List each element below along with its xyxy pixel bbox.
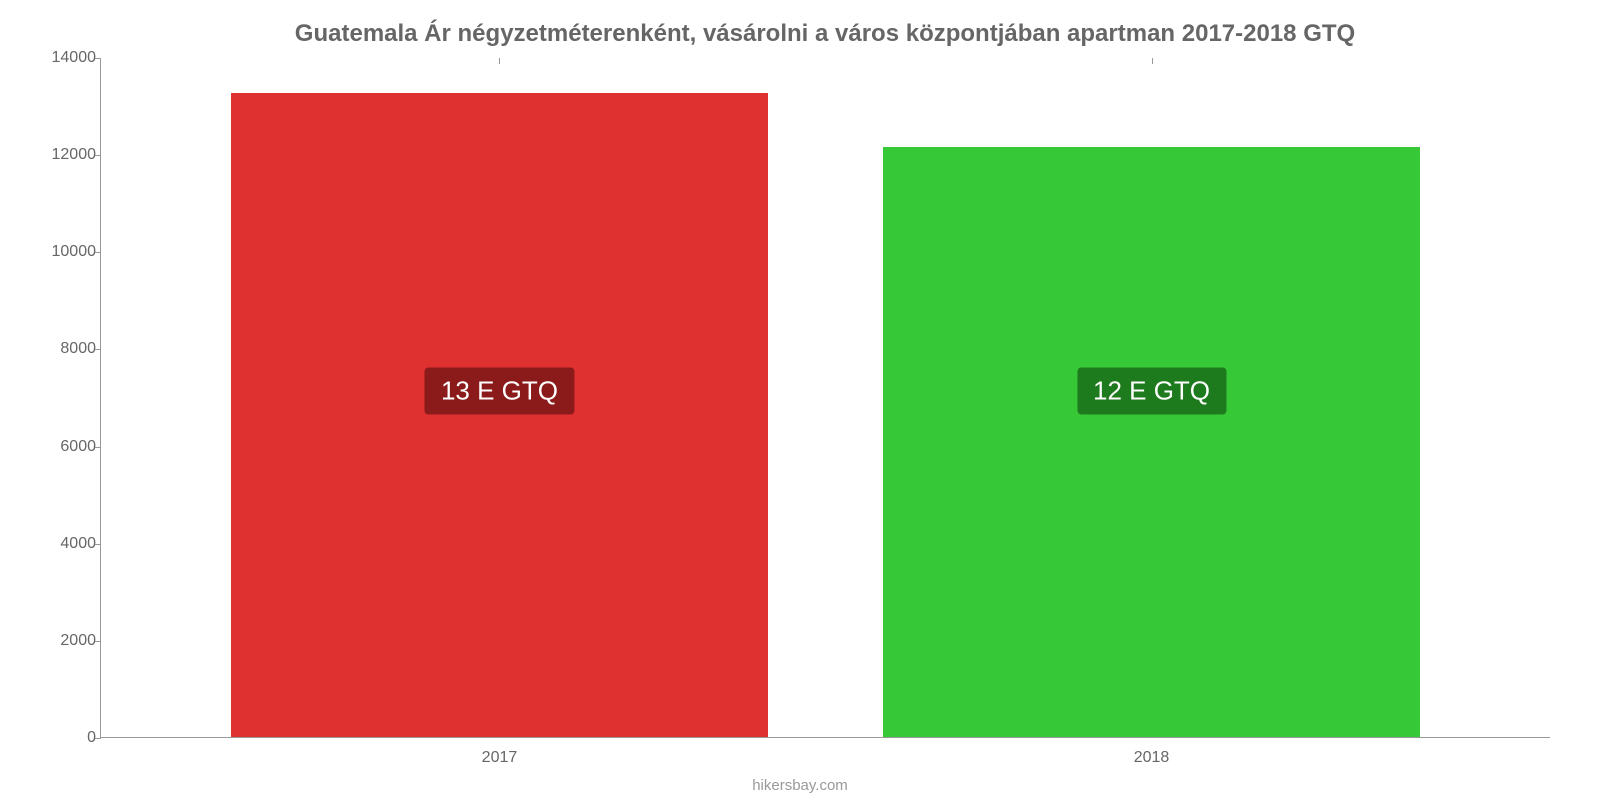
x-tick-mark [1152,58,1153,64]
y-tick-label: 6000 [41,438,96,456]
y-tick-label: 0 [41,729,96,747]
chart-title: Guatemala Ár négyzetméterenként, vásárol… [100,20,1550,48]
y-tick-mark [95,252,101,253]
bar [883,147,1419,737]
y-tick-label: 14000 [41,49,96,67]
bar [231,93,767,737]
y-tick-mark [95,544,101,545]
plot-area: 0200040006000800010000120001400013 E GTQ… [100,58,1550,738]
y-tick-label: 2000 [41,632,96,650]
x-tick-label: 2017 [482,749,518,767]
bar-value-label: 12 E GTQ [1077,368,1226,415]
x-tick-mark [499,58,500,64]
y-tick-mark [95,641,101,642]
y-tick-mark [95,349,101,350]
y-tick-label: 10000 [41,243,96,261]
y-tick-mark [95,447,101,448]
chart-container: Guatemala Ár négyzetméterenként, vásárol… [0,0,1600,800]
y-tick-label: 12000 [41,146,96,164]
y-tick-mark [95,155,101,156]
y-tick-mark [95,58,101,59]
y-tick-label: 8000 [41,340,96,358]
y-tick-label: 4000 [41,535,96,553]
x-tick-label: 2018 [1134,749,1170,767]
y-tick-mark [95,738,101,739]
bar-value-label: 13 E GTQ [425,368,574,415]
source-label: hikersbay.com [752,777,848,794]
